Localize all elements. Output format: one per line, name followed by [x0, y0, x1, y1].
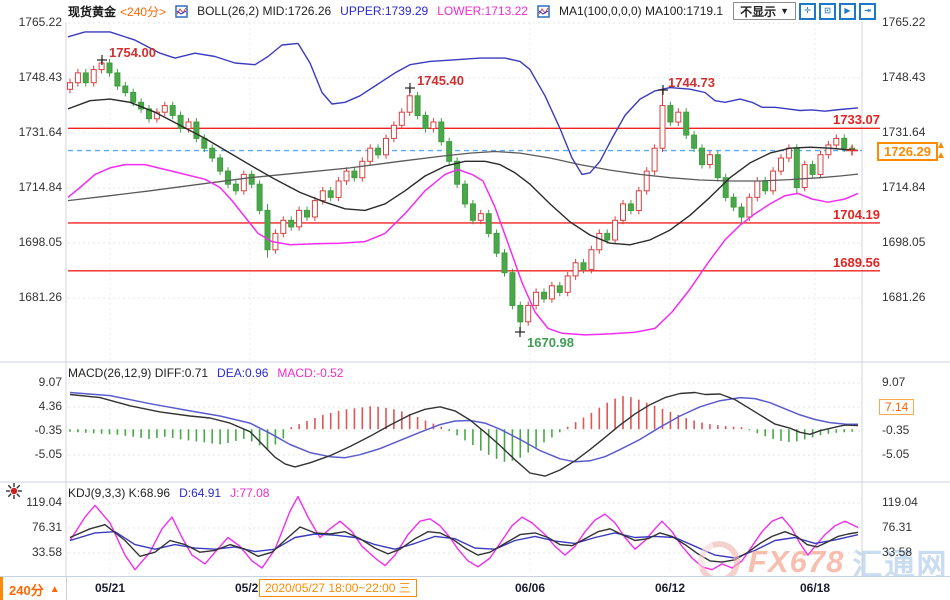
macd-value: MACD:-0.52: [277, 366, 344, 380]
crosshair-icon[interactable]: ✛: [799, 2, 816, 20]
price-axis-label: 1714.84: [18, 180, 62, 194]
time-tick-label: 06/18: [799, 581, 831, 595]
kdj-axis-label: 76.31: [882, 520, 913, 534]
pane-icon[interactable]: ⊡: [819, 2, 836, 20]
chevron-down-icon: ▼: [780, 6, 789, 16]
period-selector-label: 240分: [9, 583, 44, 598]
period-tag: <240分>: [120, 4, 167, 19]
swing-annotation: 1754.00: [109, 45, 156, 60]
current-price-box: 1726.29: [877, 141, 938, 161]
macd-axis-label: 9.07: [882, 375, 906, 389]
macd-dea-value: DEA:0.96: [217, 366, 269, 380]
time-tick-label: 05/21: [94, 581, 126, 595]
kdj-axis-label: 76.31: [31, 520, 62, 534]
kdj-axis-label: 33.58: [882, 545, 913, 559]
macd-axis-label: -0.35: [34, 423, 62, 437]
footer-divider: [66, 577, 67, 600]
macd-axis-label: -0.35: [882, 423, 910, 437]
swing-annotation: 1744.73: [668, 75, 715, 90]
macd-name-diff: MACD(26,12,9) DIFF:0.71: [68, 366, 209, 380]
price-axis-label: 1765.22: [18, 15, 62, 29]
level-label: 1689.56: [833, 254, 880, 270]
price-axis-label: 1748.43: [18, 70, 62, 84]
time-tick-label: 06/06: [514, 581, 546, 595]
ma-indicator-icon: [537, 4, 550, 18]
boll-lower-value: LOWER:1713.22: [437, 4, 528, 18]
footer-accent-bar: [0, 577, 3, 600]
display-dropdown[interactable]: 不显示 ▼: [733, 2, 796, 20]
kdj-d-value: D:64.91: [179, 486, 222, 500]
price-axis-label: 1731.64: [18, 125, 62, 139]
swing-annotation: 1745.40: [417, 73, 464, 88]
price-axis-label: 1681.26: [882, 290, 926, 304]
symbol-name: 现货黄金: [68, 4, 117, 19]
price-axis-label: 1698.05: [882, 235, 926, 249]
selected-candle-datetime: 2020/05/27 18:00~22:00 三: [259, 579, 417, 597]
time-tick-label: 05/27: [234, 581, 266, 595]
boll-indicator-icon: [175, 4, 188, 18]
kdj-j-value: J:77.08: [230, 486, 270, 500]
price-axis-label: 1714.84: [882, 180, 926, 194]
swing-annotation: 1670.98: [527, 335, 574, 350]
triangle-up-icon: ▲: [49, 584, 60, 595]
kdj-axis-label: 119.04: [26, 495, 62, 509]
period-selector[interactable]: 240分 ▲: [9, 580, 60, 599]
boll-upper-value: UPPER:1739.29: [340, 4, 429, 18]
display-dropdown-label: 不显示: [740, 4, 777, 19]
kdj-axis-label: 33.58: [31, 545, 62, 559]
boll-label: BOLL(26,2) MID:1726.26: [197, 4, 332, 18]
macd-axis-label: -5.05: [882, 447, 910, 461]
kdj-name-k: KDJ(9,3,3) K:68.96: [68, 486, 171, 500]
alarm-sun-icon[interactable]: [5, 482, 23, 505]
price-axis-label: 1765.22: [882, 15, 926, 29]
price-up-arrow-icon: ▲ ▲: [936, 139, 946, 161]
price-axis-label: 1731.64: [882, 125, 926, 139]
level-label: 1733.07: [833, 112, 880, 128]
macd-current-box: 7.14: [879, 399, 915, 415]
play-forward-icon[interactable]: ▶: [839, 2, 856, 20]
macd-axis-label: -5.05: [34, 447, 62, 461]
macd-legend: MACD(26,12,9) DIFF:0.71 DEA:0.96 MACD:-0…: [68, 366, 343, 380]
macd-axis-label: 4.36: [38, 399, 62, 413]
kdj-axis-label: 119.04: [882, 495, 918, 509]
kdj-legend: KDJ(9,3,3) K:68.96 D:64.91 J:77.08: [68, 486, 269, 500]
level-label: 1704.19: [833, 206, 880, 222]
header: 现货黄金 <240分> BOLL(26,2) MID:1726.26 UPPER…: [68, 1, 723, 21]
time-tick-label: 06/12: [654, 581, 686, 595]
jump-to-end-icon[interactable]: ⇥: [859, 2, 876, 20]
price-axis-label: 1748.43: [882, 70, 926, 84]
macd-axis-label: 9.07: [38, 375, 62, 389]
price-axis-label: 1698.05: [18, 235, 62, 249]
header-controls: 不显示 ▼ ✛ ⊡ ▶ ⇥: [733, 2, 876, 20]
ma-label: MA1(100,0,0,0) MA100:1719.1: [558, 4, 724, 18]
price-axis-label: 1681.26: [18, 290, 62, 304]
time-axis: 240分 ▲ 05/21 05/27 06/06 06/12 06/18 2020/05…: [0, 576, 950, 600]
